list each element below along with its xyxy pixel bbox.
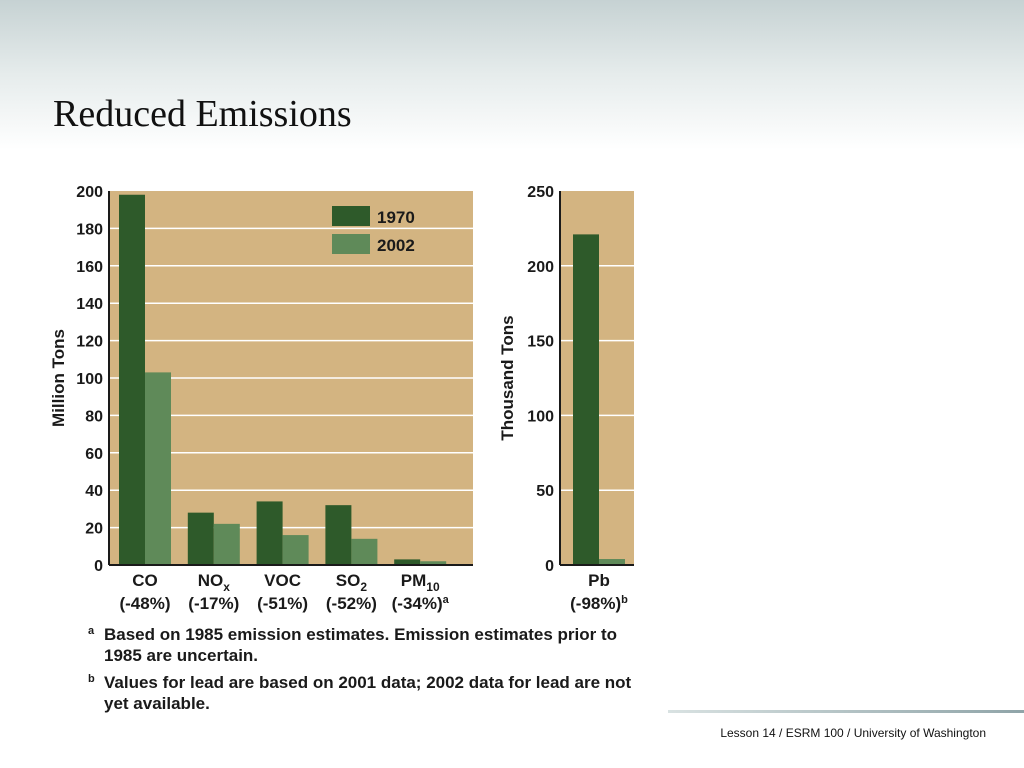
- lead-y-tick-label: 50: [536, 483, 554, 500]
- lead-bar-2002: [599, 559, 625, 565]
- main-x-change-label: (-52%): [326, 594, 377, 613]
- main-x-change-label: (-48%): [119, 594, 170, 613]
- main-x-change-label: (-17%): [188, 594, 239, 613]
- main-x-category-label: NOx: [198, 571, 231, 594]
- footnote-b-text: Values for lead are based on 2001 data; …: [104, 673, 632, 713]
- footnote-b: b Values for lead are based on 2001 data…: [88, 672, 648, 714]
- main-x-category-label: CO: [132, 571, 158, 590]
- legend-swatch-1970: [332, 206, 370, 226]
- main-y-tick-label: 80: [85, 408, 103, 425]
- header-band: [0, 0, 1024, 150]
- main-y-tick-label: 160: [76, 259, 103, 276]
- slide-title: Reduced Emissions: [53, 93, 352, 135]
- footnote-a: a Based on 1985 emission estimates. Emis…: [88, 624, 648, 666]
- lead-y-tick-label: 250: [527, 184, 554, 201]
- main-x-category-label: PM10: [401, 571, 440, 594]
- main-x-category-label: SO2: [336, 571, 368, 594]
- main-y-tick-label: 0: [94, 558, 103, 575]
- main-y-tick-label: 200: [76, 184, 103, 201]
- lead-y-tick-label: 200: [527, 259, 554, 276]
- main-bar-2002: [145, 372, 171, 565]
- footnote-b-mark: b: [88, 673, 95, 685]
- legend-swatch-2002: [332, 234, 370, 254]
- main-x-change-label: (-51%): [257, 594, 308, 613]
- main-bar-1970: [256, 501, 283, 565]
- lead-y-tick-label: 0: [545, 558, 554, 575]
- lead-x-category-label: Pb: [588, 571, 610, 590]
- main-bar-1970: [187, 512, 214, 565]
- main-y-tick-label: 20: [85, 521, 103, 538]
- main-bar-2002: [213, 523, 240, 565]
- lead-bar-1970: [573, 234, 599, 565]
- main-x-category-label: VOC: [264, 571, 301, 590]
- lead-x-change-label: (-98%)b: [570, 594, 628, 613]
- lead-y-tick-label: 150: [527, 334, 554, 351]
- main-bar-2002: [282, 535, 309, 565]
- footnote-a-mark: a: [88, 625, 95, 637]
- legend-label-1970: 1970: [377, 208, 415, 227]
- main-y-tick-label: 120: [76, 334, 103, 351]
- main-y-axis-label: Million Tons: [49, 329, 68, 427]
- main-bar-1970: [394, 559, 421, 565]
- footnotes: a Based on 1985 emission estimates. Emis…: [88, 624, 648, 720]
- main-bar-2002: [420, 561, 447, 565]
- footnote-a-text: Based on 1985 emission estimates. Emissi…: [104, 625, 618, 665]
- main-bar-1970: [325, 505, 352, 565]
- lead-y-axis-label: Thousand Tons: [498, 315, 517, 440]
- footer-divider: [668, 710, 1024, 713]
- lead-y-tick-label: 100: [527, 408, 554, 425]
- footer-text: Lesson 14 / ESRM 100 / University of Was…: [720, 726, 986, 740]
- main-y-tick-label: 100: [76, 371, 103, 388]
- main-bar-2002: [351, 538, 378, 565]
- main-bar-1970: [119, 194, 145, 566]
- main-y-tick-label: 40: [85, 483, 103, 500]
- main-x-change-label: (-34%)a: [392, 594, 450, 613]
- main-y-tick-label: 60: [85, 446, 103, 463]
- legend-label-2002: 2002: [377, 236, 415, 255]
- main-y-tick-label: 140: [76, 296, 103, 313]
- main-y-tick-label: 180: [76, 221, 103, 238]
